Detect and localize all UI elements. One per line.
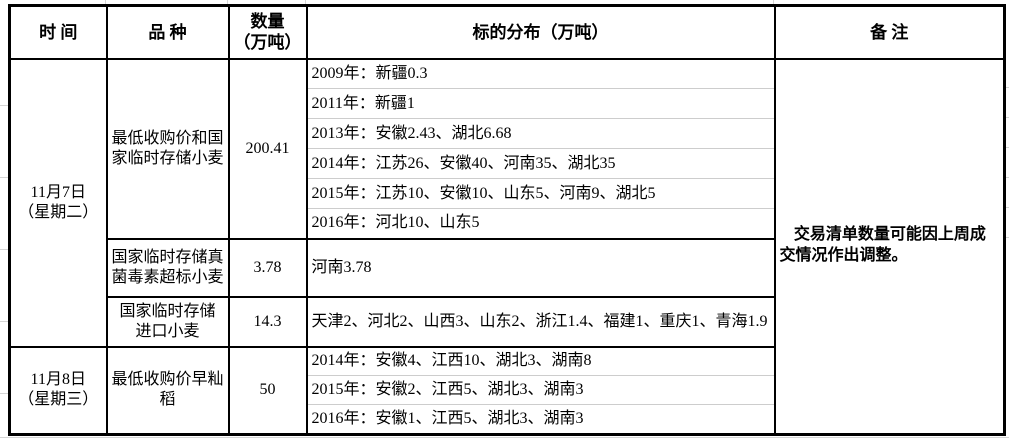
header-remark: 备 注: [773, 5, 1006, 60]
gridline-stub: [0, 321, 8, 322]
table-row: 国家临时存储真 菌毒素超标小麦 3.78 河南3.78: [10, 238, 1005, 298]
gridline-stub: [0, 393, 8, 394]
auction-schedule-table: 时 间 品 种 数量 （万吨） 标的分布（万吨） 备 注 11月7日 （星期二）…: [8, 4, 1006, 436]
cell-dist-2013: 2013年：安徽2.43、湖北6.68: [305, 118, 776, 149]
table-row: 2013年：安徽2.43、湖北6.68: [10, 118, 1005, 149]
table-row: 国家临时存储 进口小麦 14.3 天津2、河北2、山西3、山东2、浙江1.4、福…: [10, 296, 1005, 348]
cell-dist-rice-2014: 2014年：安徽4、江西10、湖北3、湖南8: [305, 346, 776, 376]
table-row: 2015年：安徽2、江西5、湖北3、湖南3: [10, 375, 1005, 405]
cell-quantity-wheat-mycotoxin: 3.78: [227, 238, 308, 298]
header-variety: 品 种: [105, 5, 230, 60]
gridline-stub: [1003, 87, 1009, 88]
cell-dist-2014: 2014年：江苏26、安徽40、河南35、湖北35: [305, 148, 776, 179]
cell-quantity-wheat-minprice: 200.41: [227, 58, 308, 240]
gridline-stub: [0, 105, 8, 106]
cell-quantity-rice: 50: [227, 346, 308, 435]
cell-dist-rice-2016: 2016年：安徽1、江西5、湖北3、湖南3: [305, 404, 776, 435]
gridline-stub: [0, 177, 8, 178]
table-row: 2011年：新疆1: [10, 88, 1005, 119]
cell-dist-rice-2015: 2015年：安徽2、江西5、湖北3、湖南3: [305, 375, 776, 405]
cell-date-nov8: 11月8日 （星期三）: [8, 346, 108, 435]
gridline-stub: [1003, 237, 1009, 238]
gridline-stub: [0, 437, 1009, 438]
gridline-stub: [105, 0, 106, 4]
cell-dist-2011: 2011年：新疆1: [305, 88, 776, 119]
cell-remark: 交易清单数量可能因上周成交情况作出调整。: [773, 58, 1006, 435]
table-row: 11月8日 （星期三） 最低收购价早籼 稻 50 2014年：安徽4、江西10、…: [8, 346, 1005, 435]
gridline-stub: [1003, 207, 1009, 208]
cell-dist-2016: 2016年：河北10、山东5: [305, 208, 776, 240]
cell-quantity-wheat-imported: 14.3: [227, 296, 308, 348]
cell-dist-henan: 河南3.78: [305, 238, 776, 298]
cell-dist-imported: 天津2、河北2、山西3、山东2、浙江1.4、福建1、重庆1、青海1.9: [305, 296, 776, 348]
header-distribution: 标的分布（万吨）: [305, 5, 776, 60]
gridline-stub: [305, 0, 306, 4]
header-time: 时 间: [8, 5, 108, 60]
cell-variety-rice: 最低收购价早籼 稻: [105, 346, 230, 435]
cell-variety-wheat-minprice: 最低收购价和国 家临时存储小麦: [105, 58, 230, 240]
gridline-stub: [227, 0, 228, 4]
table-row: 2014年：江苏26、安徽40、河南35、湖北35: [10, 148, 1005, 179]
gridline-stub: [0, 249, 8, 250]
gridline-stub: [1003, 147, 1009, 148]
remark-text: 交易清单数量可能因上周成交情况作出调整。: [779, 226, 986, 265]
header-quantity: 数量 （万吨）: [227, 5, 308, 60]
gridline-stub: [1003, 117, 1009, 118]
table-row: 2016年：河北10、山东5: [10, 208, 1005, 240]
cell-date-nov7: 11月7日 （星期二）: [8, 58, 108, 348]
table-header-row: 时 间 品 种 数量 （万吨） 标的分布（万吨） 备 注: [8, 5, 1006, 60]
cell-variety-wheat-mycotoxin: 国家临时存储真 菌毒素超标小麦: [105, 238, 230, 298]
table-row: 11月7日 （星期二） 最低收购价和国 家临时存储小麦 200.41 2009年…: [8, 58, 1006, 435]
cell-variety-wheat-imported: 国家临时存储 进口小麦: [105, 296, 230, 348]
cell-dist-2015: 2015年：江苏10、安徽10、山东5、河南9、湖北5: [305, 178, 776, 209]
cell-dist-2009: 2009年：新疆0.3: [305, 58, 776, 89]
gridline-stub: [1003, 177, 1009, 178]
gridline-stub: [773, 0, 774, 4]
table-row: 2016年：安徽1、江西5、湖北3、湖南3: [10, 404, 1005, 435]
table-row: 2015年：江苏10、安徽10、山东5、河南9、湖北5: [10, 178, 1005, 209]
